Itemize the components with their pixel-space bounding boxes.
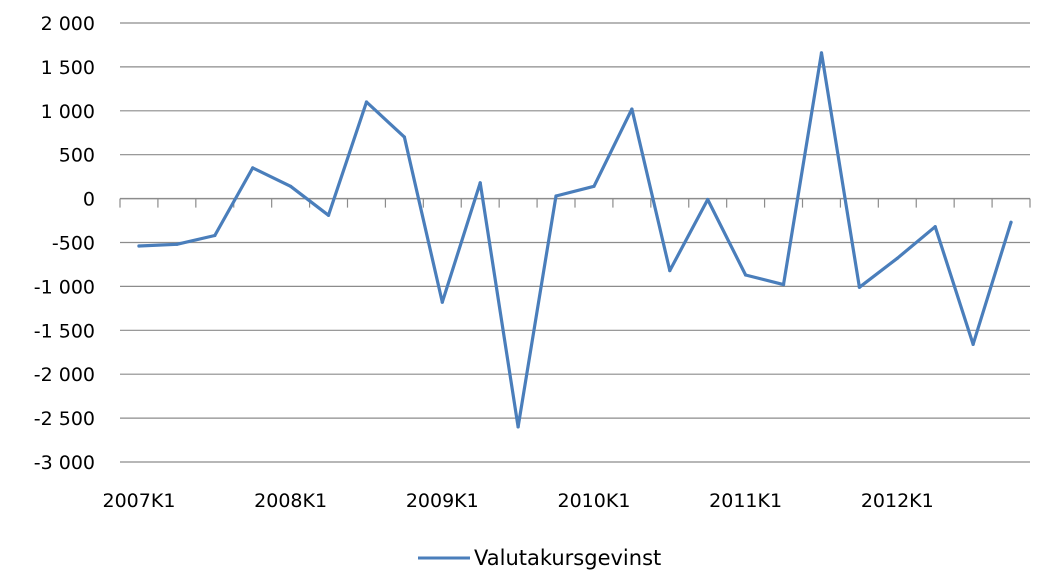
data-point xyxy=(1009,220,1013,224)
y-tick-label: -500 xyxy=(52,233,95,255)
data-point xyxy=(630,107,634,111)
x-tick-label: 2012K1 xyxy=(861,490,934,512)
data-point xyxy=(251,166,255,170)
y-tick-label: 1 500 xyxy=(41,57,95,79)
legend: Valutakursgevinst xyxy=(418,546,661,570)
y-tick-label: -1 500 xyxy=(34,320,95,342)
data-point xyxy=(440,300,444,304)
data-point xyxy=(933,225,937,229)
y-axis-tick-labels: 2 000 1 500 1 000 500 0 -500 -1 000 -1 500 -2 00… xyxy=(34,13,95,474)
y-tick-label: 0 xyxy=(83,189,95,211)
data-point xyxy=(592,184,596,188)
data-point xyxy=(668,268,672,273)
y-tick-label: -2 500 xyxy=(34,408,95,430)
x-tick-label: 2007K1 xyxy=(103,490,176,512)
data-point xyxy=(516,425,520,429)
data-point xyxy=(706,197,710,202)
x-tick-label: 2008K1 xyxy=(254,490,327,512)
data-point xyxy=(895,256,899,260)
data-point xyxy=(289,184,293,188)
y-tick-label: -3 000 xyxy=(34,452,95,474)
y-tick-label: 500 xyxy=(59,145,95,167)
y-tick-label: 2 000 xyxy=(41,13,95,35)
x-tick-label: 2011K1 xyxy=(709,490,782,512)
data-point xyxy=(971,342,975,346)
x-tick-label: 2009K1 xyxy=(406,490,479,512)
y-tick-label: 1 000 xyxy=(41,101,95,123)
data-point xyxy=(175,242,179,246)
y-tick-label: -1 000 xyxy=(34,276,95,298)
data-point xyxy=(819,51,824,55)
data-point xyxy=(478,181,482,185)
gridlines xyxy=(120,22,1030,463)
x-tick-label: 2010K1 xyxy=(558,490,631,512)
data-point xyxy=(781,283,786,287)
y-tick-label: -2 000 xyxy=(34,364,95,386)
data-point xyxy=(326,213,331,217)
data-point xyxy=(554,194,558,198)
legend-label-valutakursgevinst: Valutakursgevinst xyxy=(474,546,661,570)
data-point xyxy=(857,285,861,289)
data-point xyxy=(213,233,217,238)
series-line xyxy=(137,51,1013,429)
data-point xyxy=(402,135,406,139)
data-point xyxy=(137,244,141,248)
data-point xyxy=(364,100,369,104)
data-point xyxy=(744,273,748,277)
series-lines xyxy=(137,51,1013,429)
x-axis-tick-labels: 2007K1 2008K1 2009K1 2010K1 2011K1 2012K1 xyxy=(103,490,934,512)
x-axis xyxy=(119,197,1031,208)
